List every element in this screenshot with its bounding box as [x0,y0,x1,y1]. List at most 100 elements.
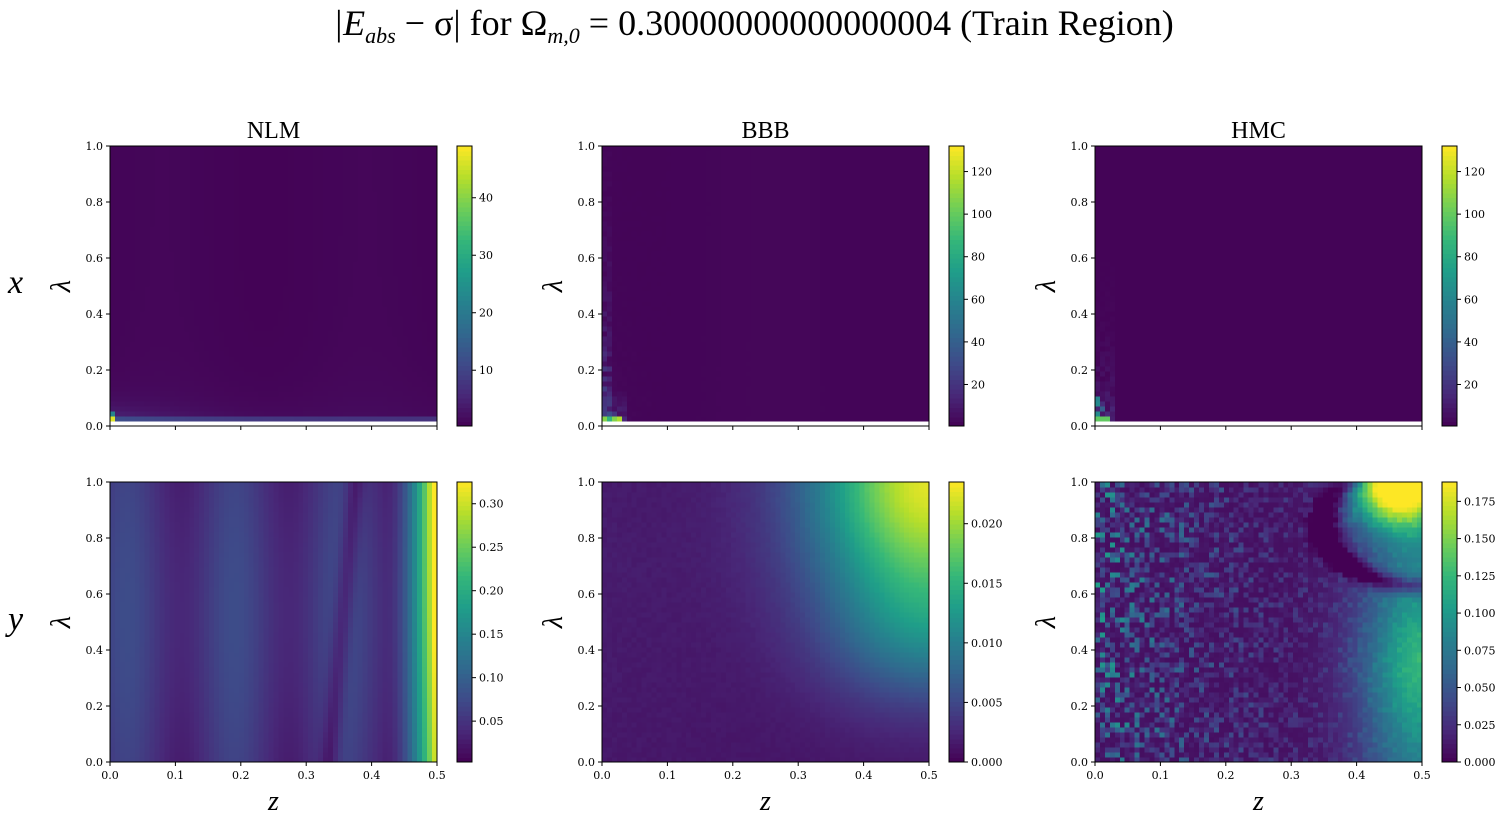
heatmap-cell [159,376,166,382]
heatmap-cell [636,276,643,282]
heatmap-cell [184,381,190,387]
heatmap-cell [412,276,418,282]
heatmap-cell [666,161,672,167]
heatmap-cell [352,356,359,362]
heatmap-cell [641,156,648,162]
heatmap-cell [258,201,265,207]
heatmap-cell [124,231,131,237]
heatmap-cell [164,156,171,162]
heatmap-cell [417,406,423,412]
heatmap-cell [179,181,185,187]
heatmap-cell [661,351,667,357]
heatmap-cell [223,346,230,352]
heatmap-cell [651,321,658,327]
heatmap-cell [204,341,210,347]
heatmap-cell [342,196,349,202]
heatmap-cell [278,336,284,342]
heatmap-cell [352,346,359,352]
heatmap-cell [676,251,682,257]
heatmap-cell [412,251,418,257]
heatmap-cell [318,381,324,387]
heatmap-cell [412,196,418,202]
heatmap-cell [298,411,304,417]
heatmap-cell [342,156,349,162]
heatmap-cell [204,296,210,302]
heatmap-cell [228,406,235,412]
heatmap-cell [656,181,663,187]
heatmap-cell [666,291,672,297]
heatmap-cell [337,411,344,417]
heatmap-cell [134,196,141,202]
heatmap-cell [258,386,265,392]
heatmap-cell [238,311,245,317]
heatmap-cell [661,291,667,297]
heatmap-cell [313,256,319,262]
heatmap-cell [219,176,225,182]
heatmap-cell [303,336,309,342]
heatmap-cell [646,391,653,397]
heatmap-cell [308,306,314,312]
heatmap-cell [129,331,136,337]
heatmap-cell [134,151,141,157]
heatmap-cell [223,401,230,407]
heatmap-cell [219,216,225,222]
heatmap-cell [686,381,692,387]
heatmap-cell [367,376,374,382]
heatmap-cell [253,281,260,287]
heatmap-cell [616,216,623,222]
heatmap-cell [372,301,379,307]
heatmap-cell [382,326,389,332]
heatmap-cell [342,331,349,337]
heatmap-cell [681,256,687,262]
heatmap-cell [661,386,667,392]
heatmap-cell [427,341,433,347]
heatmap-cell [119,276,126,282]
heatmap-cell [402,241,408,247]
heatmap-cell [691,326,697,332]
heatmap-cell [402,416,408,422]
heatmap-cell [189,196,195,202]
heatmap-cell [258,361,265,367]
heatmap-cell [432,181,438,187]
heatmap-cell [606,416,613,422]
heatmap-cell [422,216,428,222]
heatmap-cell [159,331,166,337]
heatmap-cell [154,416,161,422]
heatmap-cell [313,341,319,347]
heatmap-cell [179,186,185,192]
heatmap-cell [328,231,334,237]
heatmap-cell [303,411,309,417]
heatmap-cell [427,221,433,227]
heatmap-cell [273,401,280,407]
heatmap-cell [209,216,215,222]
heatmap-cell [656,231,663,237]
heatmap-cell [372,396,379,402]
heatmap-cell [387,266,393,272]
heatmap-cell [422,256,428,262]
heatmap-cell [124,381,131,387]
heatmap-cell [318,291,324,297]
colorbar-segment [457,370,472,376]
heatmap-cell [323,321,329,327]
heatmap-cell [691,396,697,402]
heatmap-cell [303,151,309,157]
heatmap-cell [332,171,339,177]
heatmap-cell [298,201,304,207]
heatmap-cell [154,411,161,417]
heatmap-cell [412,361,418,367]
heatmap-cell [169,371,175,377]
heatmap-cell [288,231,294,237]
heatmap-cell [377,316,384,322]
heatmap-cell [268,176,275,182]
heatmap-cell [278,396,284,402]
heatmap-cell [412,241,418,247]
heatmap-cell [602,351,608,357]
heatmap-cell [621,391,628,397]
heatmap-cell [636,266,643,272]
heatmap-cell [602,151,608,157]
heatmap-cell [402,296,408,302]
heatmap-cell [337,371,344,377]
heatmap-cell [313,201,319,207]
heatmap-cell [611,221,618,227]
heatmap-cell [283,336,289,342]
